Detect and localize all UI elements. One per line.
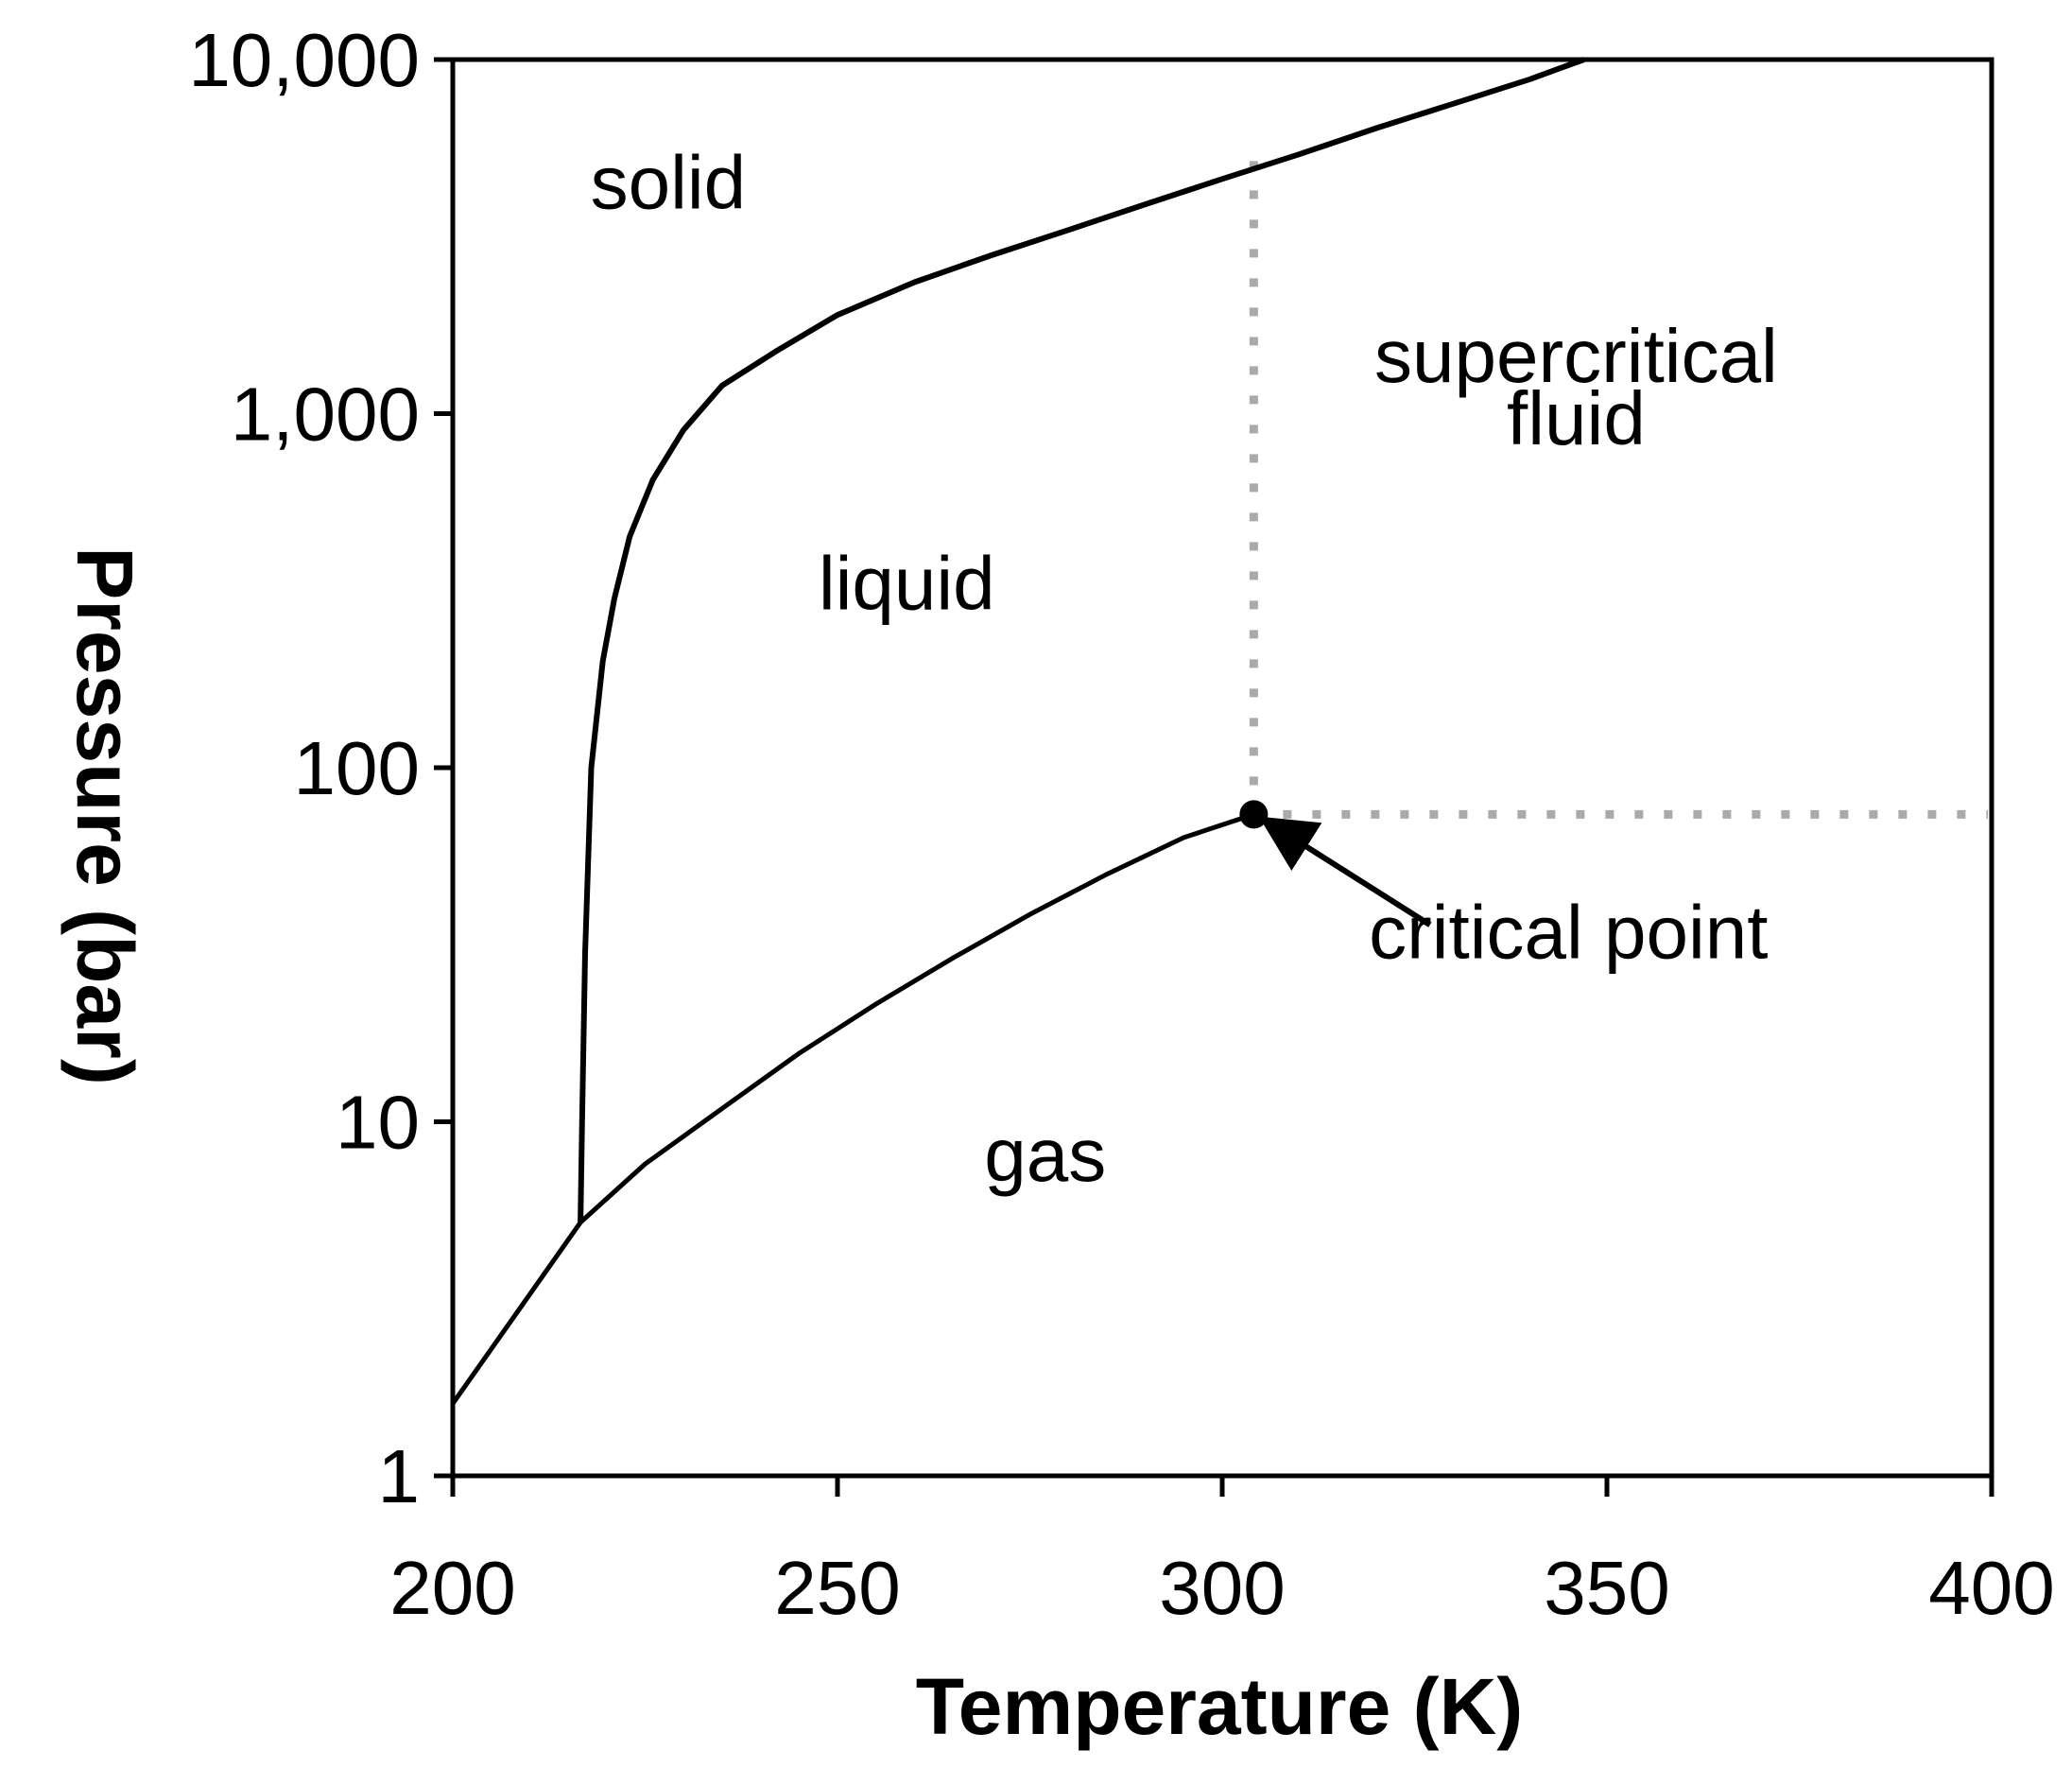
y-tick-label: 10,000	[188, 18, 420, 102]
y-tick-label: 10	[336, 1081, 420, 1165]
vaporization-curve	[578, 812, 1255, 1224]
annotations: critical point	[1258, 816, 1768, 974]
critical-point-arrow	[1258, 816, 1432, 927]
y-tick-label: 100	[294, 726, 420, 810]
y-tick-label: 1,000	[231, 373, 420, 457]
region-label-liquid: liquid	[819, 542, 995, 626]
critical-point-marker	[1239, 800, 1269, 829]
region-label-fluid: fluid	[1507, 376, 1646, 460]
x-axis-title: Temperature (K)	[916, 1662, 1524, 1751]
x-tick-label: 200	[389, 1546, 515, 1630]
region-label-gas: gas	[984, 1113, 1106, 1197]
region-label-solid: solid	[591, 140, 747, 224]
x-tick-label: 400	[1928, 1546, 2054, 1630]
x-tick-label: 250	[774, 1546, 900, 1630]
melting-curve	[578, 57, 1585, 1222]
sublimation-curve	[450, 1221, 583, 1406]
x-tick-label: 300	[1159, 1546, 1285, 1630]
critical-point-label: critical point	[1369, 890, 1768, 974]
x-axis-ticks: 200 250 300 350 400	[389, 1476, 2055, 1630]
plot-frame	[450, 57, 1994, 1479]
x-tick-label: 350	[1544, 1546, 1669, 1630]
region-label-supercritical: supercritical	[1374, 314, 1778, 398]
boundary-lines	[1249, 148, 1988, 819]
y-tick-label: 1	[378, 1434, 421, 1518]
y-axis-title: Pressure (bar)	[60, 546, 149, 1085]
y-axis-ticks: 1 10 100 1,000 10,000	[188, 18, 453, 1518]
phase-boundary-lines	[450, 57, 1585, 1406]
